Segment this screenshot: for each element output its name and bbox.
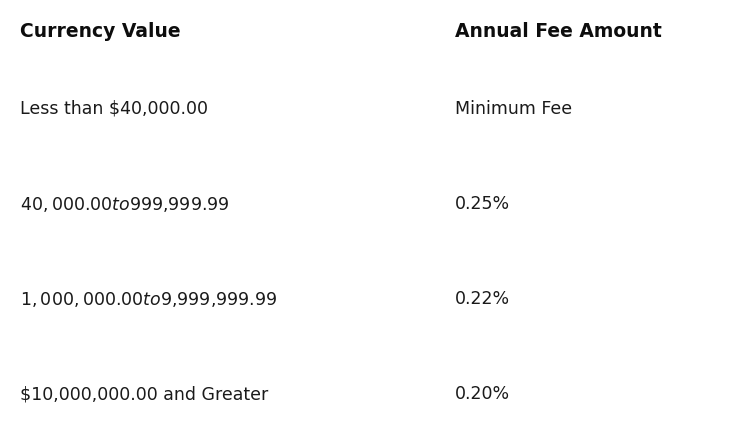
Text: Annual Fee Amount: Annual Fee Amount (455, 22, 662, 41)
Text: Minimum Fee: Minimum Fee (455, 100, 572, 118)
Text: 0.20%: 0.20% (455, 385, 510, 403)
Text: 0.22%: 0.22% (455, 290, 510, 308)
Text: 0.25%: 0.25% (455, 195, 510, 213)
Text: Less than $40,000.00: Less than $40,000.00 (20, 100, 208, 118)
Text: $40,000.00 to $999,999.99: $40,000.00 to $999,999.99 (20, 195, 229, 214)
Text: Currency Value: Currency Value (20, 22, 181, 41)
Text: $1,000,000.00 to $9,999,999.99: $1,000,000.00 to $9,999,999.99 (20, 290, 278, 309)
Text: $10,000,000.00 and Greater: $10,000,000.00 and Greater (20, 385, 268, 403)
